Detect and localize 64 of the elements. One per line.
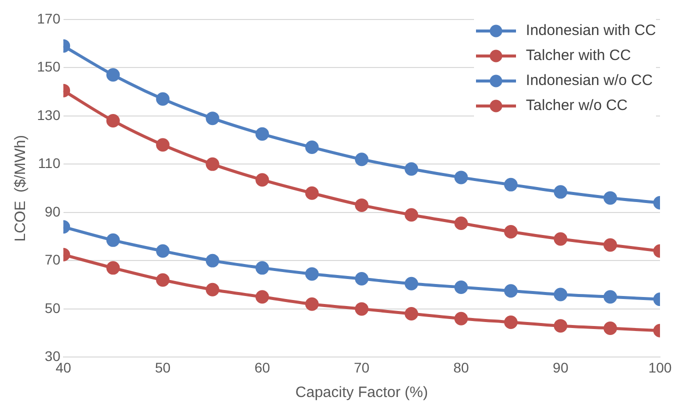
x-tick-label: 100 [648,359,672,376]
point [106,233,120,247]
point [604,290,618,304]
point [604,238,618,252]
point [604,321,618,335]
y-tick-label: 170 [37,10,61,26]
x-tick-label: 90 [552,359,569,376]
legend-label: Talcher with CC [526,47,631,64]
point [156,244,170,258]
point [206,282,220,296]
point [404,162,418,176]
point [255,290,269,304]
x-tick-label: 80 [453,359,470,376]
point [255,127,269,141]
point [354,302,368,316]
point [454,280,468,294]
y-tick-label: 150 [37,58,61,75]
point [404,208,418,222]
point [255,173,269,187]
x-tick-label: 60 [254,359,270,376]
y-tick-label: 50 [44,300,61,316]
point [156,273,170,287]
point [206,254,220,268]
point [554,319,568,333]
point [305,267,319,281]
x-tick-label: 70 [354,359,370,376]
point [206,157,220,171]
y-axis-title: LCOE ($/MWh) [12,134,30,242]
point [255,261,269,275]
point [554,288,568,302]
point [156,138,170,152]
point [354,272,368,286]
legend-label: Indonesian with CC [526,22,656,39]
x-tick-label: 50 [155,359,171,376]
point [354,198,368,212]
point [404,276,418,290]
point [305,140,319,154]
point [106,114,120,128]
legend-label: Indonesian w/o CC [526,72,653,89]
point [504,224,518,238]
y-tick-label: 110 [38,155,61,172]
point [554,232,568,246]
y-tick-label: 70 [44,252,61,268]
y-tick-label: 30 [44,348,61,364]
y-tick-label: 130 [37,106,61,123]
point [504,178,518,192]
legend-label: Talcher w/o CC [526,97,628,114]
point [454,216,468,230]
point [156,92,170,106]
point [106,261,120,275]
point [305,186,319,200]
x-axis-title: Capacity Factor (%) [295,384,428,402]
point [554,185,568,199]
point [504,284,518,298]
point [454,312,468,326]
y-tick-label: 90 [44,203,61,220]
point [354,152,368,166]
point [404,307,418,321]
point [305,297,319,311]
point [604,191,618,205]
point [454,170,468,184]
point [106,68,120,82]
point [206,112,220,126]
point [504,315,518,329]
